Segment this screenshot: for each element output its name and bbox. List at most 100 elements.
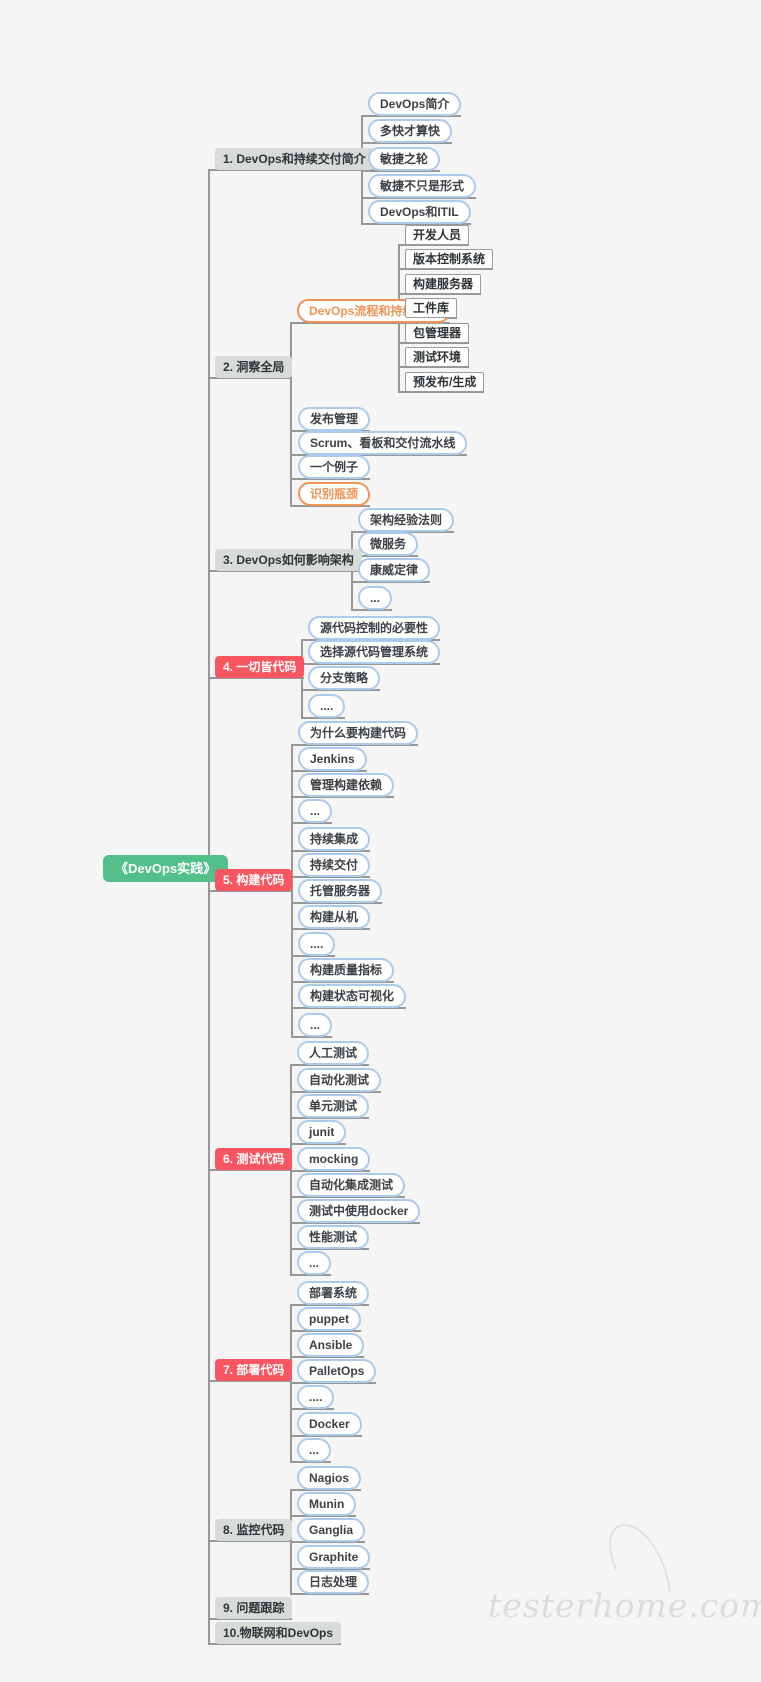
topic-node[interactable]: mocking (297, 1147, 371, 1171)
topic-node[interactable]: 性能测试 (297, 1225, 370, 1249)
topic-node[interactable]: PalletOps (297, 1359, 377, 1383)
topic-node[interactable]: ... (298, 1013, 333, 1037)
topic-node[interactable]: Ganglia (297, 1518, 366, 1542)
topic-node[interactable]: 识别瓶颈 (298, 482, 371, 506)
connector-line (290, 1330, 361, 1332)
topic-node[interactable]: .... (308, 694, 346, 718)
connector-line (290, 1196, 405, 1198)
topic-node[interactable]: 分支策略 (308, 666, 381, 690)
topic-node[interactable]: puppet (297, 1307, 361, 1331)
branch-node[interactable]: 7. 部署代码 (215, 1359, 293, 1381)
connector-line (291, 928, 370, 930)
topic-node[interactable]: 康威定律 (358, 558, 431, 582)
topic-node[interactable]: 管理构建依赖 (298, 773, 395, 797)
connector-line (208, 570, 362, 572)
connector-line (290, 1489, 361, 1491)
topic-node[interactable]: Jenkins (298, 747, 367, 771)
topic-node[interactable]: 日志处理 (297, 1570, 370, 1594)
branch-node[interactable]: 2. 洞察全局 (215, 356, 293, 378)
connector-line (290, 1248, 369, 1250)
topic-node[interactable]: .... (297, 1385, 335, 1409)
topic-node[interactable]: Docker (297, 1412, 362, 1436)
topic-node[interactable]: 版本控制系统 (405, 249, 494, 269)
topic-node[interactable]: 自动化集成测试 (297, 1173, 406, 1197)
topic-node[interactable]: ... (297, 1251, 332, 1275)
topic-node[interactable]: 10.物联网和DevOps (215, 1622, 342, 1644)
topic-node[interactable]: Ansible (297, 1333, 365, 1357)
connector-line (361, 170, 440, 172)
topic-node[interactable]: 自动化测试 (297, 1068, 382, 1092)
branch-node[interactable]: 1. DevOps和持续交付简介 (215, 148, 374, 170)
topic-node[interactable]: 架构经验法则 (358, 508, 455, 532)
topic-node[interactable]: Nagios (297, 1466, 362, 1490)
topic-node[interactable]: junit (297, 1120, 347, 1144)
topic-node[interactable]: ... (358, 586, 393, 610)
topic-node[interactable]: 源代码控制的必要性 (308, 616, 441, 640)
branch-node[interactable]: 6. 测试代码 (215, 1148, 293, 1170)
connector-line (398, 342, 469, 344)
connector-line (208, 169, 210, 1643)
topic-node[interactable]: 工件库 (405, 298, 458, 318)
branch-node[interactable]: 3. DevOps如何影响架构 (215, 549, 362, 571)
topic-node[interactable]: Munin (297, 1492, 357, 1516)
topic-node[interactable]: ... (297, 1438, 332, 1462)
topic-node[interactable]: 人工测试 (297, 1041, 370, 1065)
connector-line (290, 454, 467, 456)
connector-line (291, 744, 293, 1036)
connector-line (291, 770, 367, 772)
topic-node[interactable]: 发布管理 (298, 407, 371, 431)
topic-node[interactable]: 持续交付 (298, 853, 371, 877)
topic-node[interactable]: 部署系统 (297, 1281, 370, 1305)
connector-line (290, 1568, 370, 1570)
topic-node[interactable]: 敏捷之轮 (368, 147, 441, 171)
topic-node[interactable]: 托管服务器 (298, 879, 383, 903)
branch-node[interactable]: 5. 构建代码 (215, 869, 293, 891)
mindmap-root-node[interactable]: 《DevOps实践》 (103, 855, 229, 882)
topic-node[interactable]: 构建质量指标 (298, 958, 395, 982)
connector-line (290, 1304, 369, 1306)
connector-line (208, 890, 293, 892)
connector-line (291, 850, 370, 852)
topic-node[interactable]: 敏捷不只是形式 (368, 174, 477, 198)
connector-line (301, 663, 440, 665)
topic-node[interactable]: 持续集成 (298, 827, 371, 851)
connector-line (291, 744, 418, 746)
branch-node[interactable]: 8. 监控代码 (215, 1519, 293, 1541)
topic-node[interactable]: 多快才算快 (368, 119, 453, 143)
connector-line (351, 609, 392, 611)
topic-node[interactable]: 微服务 (358, 532, 419, 556)
topic-node[interactable]: .... (298, 932, 336, 956)
topic-node[interactable]: DevOps简介 (368, 92, 462, 116)
branch-node[interactable]: 4. 一切皆代码 (215, 656, 305, 678)
connector-line (208, 1540, 292, 1542)
topic-node[interactable]: 包管理器 (405, 323, 470, 343)
topic-node[interactable]: 预发布/生成 (405, 372, 485, 392)
connector-line (208, 1380, 292, 1382)
topic-node[interactable]: 为什么要构建代码 (298, 721, 419, 745)
topic-node[interactable]: 单元测试 (297, 1094, 370, 1118)
connector-line (361, 115, 461, 117)
connector-line (290, 1274, 331, 1276)
connector-line (398, 391, 484, 393)
connector-line (290, 1541, 365, 1543)
connector-line (290, 1515, 356, 1517)
topic-node[interactable]: 构建服务器 (405, 274, 482, 294)
topic-node[interactable]: 测试中使用docker (297, 1199, 421, 1223)
topic-node[interactable]: 一个例子 (298, 455, 371, 479)
connector-line (290, 505, 370, 507)
topic-node[interactable]: 构建从机 (298, 905, 371, 929)
connector-line (291, 981, 394, 983)
topic-node[interactable]: DevOps和ITIL (368, 200, 471, 224)
topic-node[interactable]: 开发人员 (405, 225, 470, 245)
topic-node[interactable]: 构建状态可视化 (298, 984, 407, 1008)
topic-node[interactable]: 测试环境 (405, 347, 470, 367)
connector-line (291, 902, 382, 904)
topic-node[interactable]: 选择源代码管理系统 (308, 640, 441, 664)
topic-node[interactable]: Graphite (297, 1545, 371, 1569)
topic-node[interactable]: ... (298, 799, 333, 823)
topic-node[interactable]: 9. 问题跟踪 (215, 1597, 293, 1619)
topic-node[interactable]: Scrum、看板和交付流水线 (298, 431, 468, 455)
connector-line (290, 1064, 369, 1066)
watermark: testerhome.com (488, 1586, 761, 1625)
